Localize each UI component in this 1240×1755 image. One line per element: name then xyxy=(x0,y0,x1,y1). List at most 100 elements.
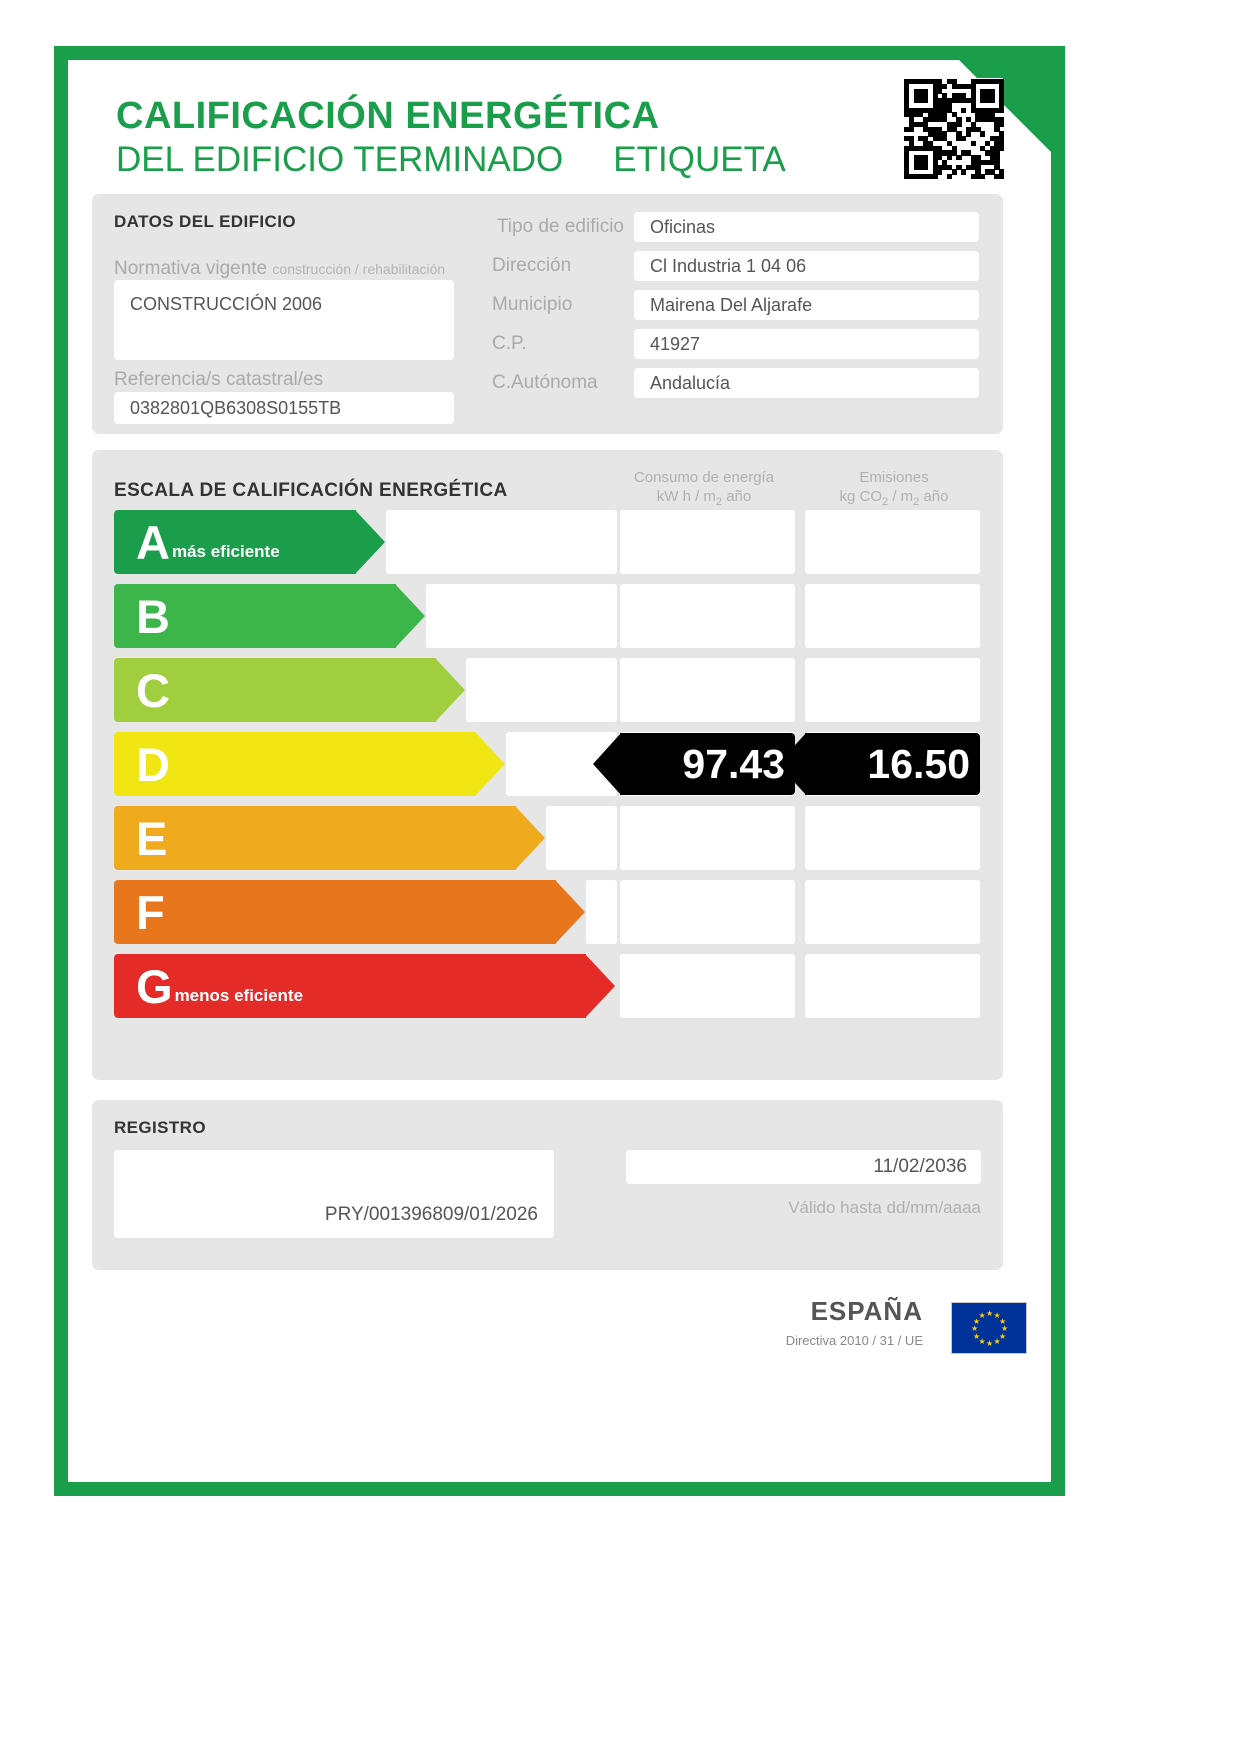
rating-letter-c: C xyxy=(136,663,170,717)
rating-row-f-emisiones-cell xyxy=(805,880,980,944)
directiva-label: Directiva 2010 / 31 / UE xyxy=(785,1333,923,1348)
rating-row-b-consumo-cell xyxy=(620,584,795,648)
rating-row-g: G menos eficiente xyxy=(114,954,981,1018)
comunidad-autonoma-label: C.Autónoma xyxy=(492,372,598,393)
rating-bar-e: E xyxy=(114,806,545,870)
municipio-value: Mairena Del Aljarafe xyxy=(650,294,813,315)
rating-row-f: F xyxy=(114,880,981,944)
rating-row-c-consumo-cell xyxy=(620,658,795,722)
rating-row-d: D 97.43 16.50 xyxy=(114,732,981,796)
rating-bar-f: F xyxy=(114,880,585,944)
emisiones-header-line1: Emisiones xyxy=(859,469,929,486)
rating-row-e: E xyxy=(114,806,981,870)
rating-row-a-emisiones-cell xyxy=(805,510,980,574)
registro-numero-value: PRY/001396809/01/2026 xyxy=(324,1204,538,1225)
eu-flag-star-icon: ★ xyxy=(998,1316,1007,1326)
eu-flag-star-icon: ★ xyxy=(1001,1324,1009,1333)
country-label: ESPAÑA xyxy=(810,1296,923,1326)
rating-row-c-emisiones-cell xyxy=(805,658,980,722)
tipo-edificio-field[interactable]: Oficinas xyxy=(634,212,979,242)
referencia-catastral-value: 0382801QB6308S0155TB xyxy=(130,397,342,418)
most-efficient-label: más eficiente xyxy=(171,542,280,561)
eu-flag-star-icon: ★ xyxy=(978,1336,986,1346)
direccion-label: Dirección xyxy=(492,255,572,276)
registro-numero-field[interactable]: PRY/001396809/01/2026 xyxy=(114,1150,554,1238)
label-inner-area: CALIFICACIÓN ENERGÉTICA DEL EDIFICIO TER… xyxy=(68,60,1051,1482)
emisiones-value: 16.50 xyxy=(867,740,970,787)
eu-flag-star-icon: ★ xyxy=(973,1316,981,1326)
rating-row-c: C xyxy=(114,658,981,722)
rating-row-d-consumo-cell: 97.43 xyxy=(593,732,795,796)
escala-title: ESCALA DE CALIFICACIÓN ENERGÉTICA xyxy=(114,480,508,501)
codigo-postal-field[interactable]: 41927 xyxy=(634,329,979,359)
rating-bar-g: G menos eficiente xyxy=(114,954,615,1018)
direccion-value: Cl Industria 1 04 06 xyxy=(650,255,807,276)
eu-flag-star-icon: ★ xyxy=(986,1309,994,1318)
emisiones-value-badge: 16.50 xyxy=(778,733,980,795)
normativa-label: Normativa vigente construcción / rehabil… xyxy=(114,258,445,280)
direccion-field[interactable]: Cl Industria 1 04 06 xyxy=(634,251,979,281)
registro-fecha-value: 11/02/2036 xyxy=(873,1156,967,1177)
rating-row-e-filler xyxy=(546,806,617,870)
rating-row-f-filler xyxy=(586,880,617,944)
rating-bar-c: C xyxy=(114,658,465,722)
footer-espana: ESPAÑA Directiva 2010 / 31 / UE xyxy=(786,1296,923,1348)
column-header-consumo: Consumo de energía kW h / m2 año xyxy=(614,468,794,512)
normativa-label-main: Normativa vigente xyxy=(114,258,268,279)
qr-code-icon xyxy=(903,78,1005,180)
eu-flag-star-icon: ★ xyxy=(986,1339,994,1348)
tipo-edificio-label: Tipo de edificio xyxy=(496,216,624,237)
registro-title: REGISTRO xyxy=(114,1118,206,1137)
rating-letter-b: B xyxy=(136,589,170,643)
least-efficient-label: menos eficiente xyxy=(174,986,304,1005)
codigo-postal-label: C.P. xyxy=(492,333,527,354)
energy-label: CALIFICACIÓN ENERGÉTICA DEL EDIFICIO TER… xyxy=(54,46,1065,1496)
rating-row-f-consumo-cell xyxy=(620,880,795,944)
rating-row-e-emisiones-cell xyxy=(805,806,980,870)
registro-panel: REGISTRO PRY/001396809/01/2026 11/02/203… xyxy=(92,1100,1003,1270)
rating-row-c-filler xyxy=(466,658,617,722)
municipio-field[interactable]: Mairena Del Aljarafe xyxy=(634,290,979,320)
rating-row-g-consumo-cell xyxy=(620,954,795,1018)
eu-flag-star-icon: ★ xyxy=(971,1324,979,1333)
page-title: CALIFICACIÓN ENERGÉTICA xyxy=(116,95,660,137)
consumo-header-line2: kW h / m2 año xyxy=(656,488,752,508)
codigo-postal-value: 41927 xyxy=(650,333,701,354)
rating-bar-a: A más eficiente xyxy=(114,510,385,574)
rating-row-a-filler xyxy=(386,510,617,574)
emisiones-header-line2: kg CO2 / m2 año xyxy=(839,488,949,508)
rating-bar-b: B xyxy=(114,584,425,648)
consumo-value-badge: 97.43 xyxy=(593,733,795,795)
comunidad-autonoma-field[interactable]: Andalucía xyxy=(634,368,979,398)
header: CALIFICACIÓN ENERGÉTICA DEL EDIFICIO TER… xyxy=(116,94,786,182)
validez-hint-label: Válido hasta dd/mm/aaaa xyxy=(788,1198,981,1217)
escala-calificacion-panel: ESCALA DE CALIFICACIÓN ENERGÉTICA Consum… xyxy=(92,450,1003,1080)
column-header-emisiones: Emisiones kg CO2 / m2 año xyxy=(804,468,984,512)
eu-flag-icon: ★ ★ ★ ★ ★ ★ ★ ★ ★ ★ ★ ★ xyxy=(951,1302,1027,1354)
rating-bar-d: D xyxy=(114,732,505,796)
rating-row-b-emisiones-cell xyxy=(805,584,980,648)
rating-row-e-consumo-cell xyxy=(620,806,795,870)
tipo-edificio-value: Oficinas xyxy=(650,216,716,237)
rating-row-a-consumo-cell xyxy=(620,510,795,574)
page-subtitle: DEL EDIFICIO TERMINADO xyxy=(116,140,564,179)
eu-flag-star-icon: ★ xyxy=(998,1331,1007,1341)
title-row-secondary: DEL EDIFICIO TERMINADO ETIQUETA xyxy=(116,138,786,182)
referencia-catastral-field[interactable]: 0382801QB6308S0155TB xyxy=(114,392,454,424)
rating-letter-a: A xyxy=(136,515,170,569)
rating-letter-g: G xyxy=(136,959,173,1013)
comunidad-autonoma-value: Andalucía xyxy=(650,372,731,393)
rating-row-b-filler xyxy=(426,584,617,648)
registro-fecha-field[interactable]: 11/02/2036 xyxy=(626,1150,981,1184)
rating-row-g-emisiones-cell xyxy=(805,954,980,1018)
eu-flag-star-icon: ★ xyxy=(973,1331,981,1341)
eu-flag-star-icon: ★ xyxy=(993,1336,1001,1346)
rating-row-b: B xyxy=(114,584,981,648)
eu-flag-star-icon: ★ xyxy=(993,1311,1001,1320)
rating-row-d-emisiones-cell: 16.50 xyxy=(778,732,980,796)
normativa-label-secondary: construcción / rehabilitación xyxy=(272,261,446,277)
rating-letter-e: E xyxy=(136,811,168,865)
referencia-catastral-label: Referencia/s catastral/es xyxy=(114,369,324,390)
normativa-field[interactable]: CONSTRUCCIÓN 2006 xyxy=(114,280,454,360)
rating-letter-d: D xyxy=(136,737,170,791)
